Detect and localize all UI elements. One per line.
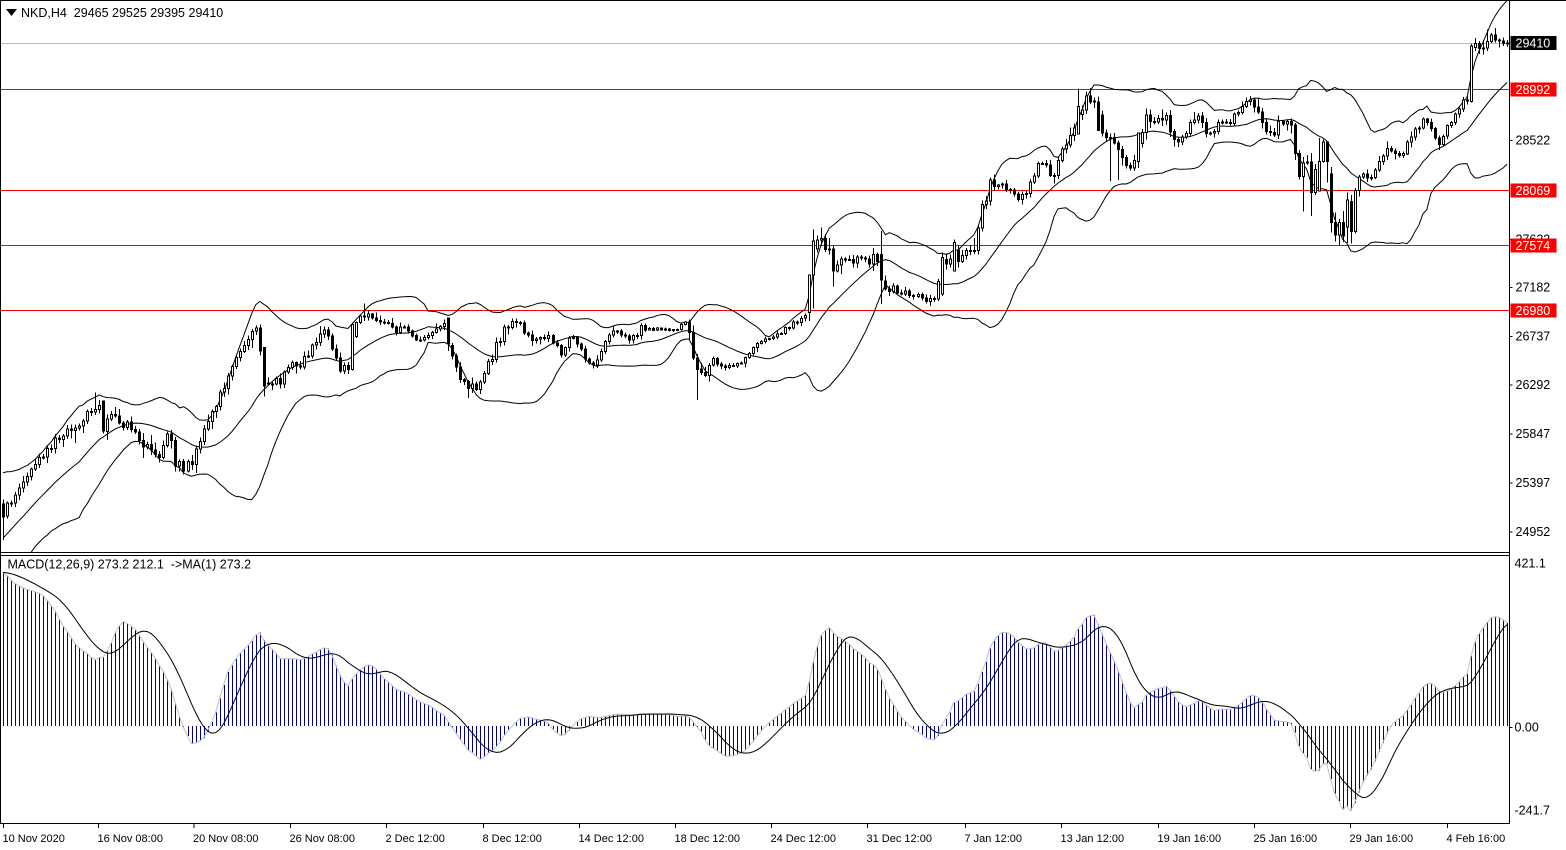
svg-text:14 Dec 12:00: 14 Dec 12:00 <box>579 833 644 845</box>
svg-text:28522: 28522 <box>1516 134 1551 148</box>
svg-text:2 Dec 12:00: 2 Dec 12:00 <box>386 833 445 845</box>
svg-text:16 Nov 08:00: 16 Nov 08:00 <box>98 833 163 845</box>
svg-text:8 Dec 12:00: 8 Dec 12:00 <box>483 833 542 845</box>
svg-text:28069: 28069 <box>1516 184 1551 198</box>
svg-text:26292: 26292 <box>1516 378 1551 392</box>
svg-text:28992: 28992 <box>1516 83 1551 97</box>
svg-text:0.00: 0.00 <box>1515 721 1539 735</box>
svg-text:25 Jan 16:00: 25 Jan 16:00 <box>1254 833 1318 845</box>
svg-text:27574: 27574 <box>1516 239 1551 253</box>
svg-text:24 Dec 12:00: 24 Dec 12:00 <box>771 833 836 845</box>
svg-text:31 Dec 12:00: 31 Dec 12:00 <box>867 833 932 845</box>
svg-text:MACD(12,26,9) 273.2 212.1 ->M: MACD(12,26,9) 273.2 212.1 ->MA(1) 273.2 <box>8 558 252 572</box>
svg-text:421.1: 421.1 <box>1515 557 1546 571</box>
svg-text:24952: 24952 <box>1516 525 1551 539</box>
svg-text:7 Jan 12:00: 7 Jan 12:00 <box>965 833 1023 845</box>
svg-text:26980: 26980 <box>1516 304 1551 318</box>
svg-text:25397: 25397 <box>1516 476 1551 490</box>
svg-text:26 Nov 08:00: 26 Nov 08:00 <box>290 833 355 845</box>
svg-text:27182: 27182 <box>1516 281 1551 295</box>
svg-text:29410: 29410 <box>1516 37 1551 51</box>
svg-text:20 Nov 08:00: 20 Nov 08:00 <box>193 833 258 845</box>
svg-text:4 Feb 16:00: 4 Feb 16:00 <box>1447 833 1506 845</box>
svg-text:NKD,H4 29465 29525 29395 2941: NKD,H4 29465 29525 29395 29410 <box>21 6 223 20</box>
svg-text:19 Jan 16:00: 19 Jan 16:00 <box>1158 833 1222 845</box>
svg-text:18 Dec 12:00: 18 Dec 12:00 <box>675 833 740 845</box>
svg-text:26737: 26737 <box>1516 329 1551 343</box>
svg-text:10 Nov 2020: 10 Nov 2020 <box>3 833 65 845</box>
svg-text:29 Jan 16:00: 29 Jan 16:00 <box>1350 833 1414 845</box>
svg-text:-241.7: -241.7 <box>1515 804 1550 818</box>
svg-text:13 Jan 12:00: 13 Jan 12:00 <box>1061 833 1125 845</box>
svg-text:25847: 25847 <box>1516 427 1551 441</box>
